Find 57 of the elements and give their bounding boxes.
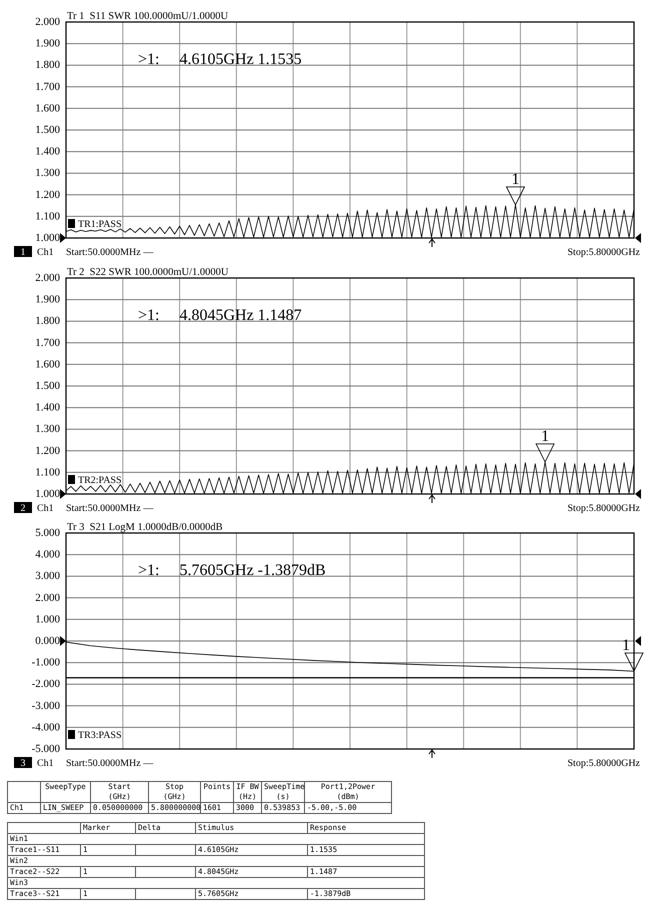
y-tick-label: 2.000 <box>35 272 60 284</box>
y-tick-label: 0.000 <box>35 635 60 647</box>
text: Start:50.0000MHz — <box>66 503 154 514</box>
chart-title: Tr 1 S11 SWR 100.0000mU/1.0000U <box>67 11 229 22</box>
y-tick-label: 1.400 <box>35 402 60 414</box>
y-tick-label: 1.000 <box>35 488 60 500</box>
y-tick-label: 1.900 <box>35 38 60 50</box>
text: 1 <box>20 247 26 258</box>
y-tick-label: 1.500 <box>35 124 60 136</box>
text: 2 <box>20 503 26 514</box>
y-tick-label: 2.000 <box>35 16 60 28</box>
text: Stop:5.80000GHz <box>568 247 641 258</box>
y-tick-label: 1.300 <box>35 167 60 180</box>
text: Ch1 <box>37 503 54 514</box>
annotation: 1 <box>511 170 520 188</box>
text: Start:50.0000MHz — <box>66 247 154 258</box>
text: Ch1 <box>37 758 54 769</box>
chart-title: Tr 2 S22 SWR 100.0000mU/1.0000U <box>67 267 229 278</box>
y-tick-label: 3.000 <box>35 570 60 582</box>
y-tick-label: 1.200 <box>35 188 60 201</box>
y-tick-label: 1.000 <box>35 232 60 244</box>
y-tick-label: 2.000 <box>35 592 60 604</box>
y-tick-label: 1.500 <box>35 380 60 392</box>
y-tick-label: 1.700 <box>35 336 60 349</box>
y-tick-label: -2.000 <box>32 678 60 690</box>
y-tick-label: 1.700 <box>35 80 60 93</box>
y-tick-label: 4.000 <box>35 548 60 561</box>
chart-title: Tr 3 S21 LogM 1.0000dB/0.0000dB <box>67 522 223 533</box>
y-tick-label: 1.600 <box>35 358 60 370</box>
y-tick-label: 1.400 <box>35 146 60 158</box>
y-tick-label: 1.600 <box>35 102 60 114</box>
y-tick-label: -4.000 <box>32 721 60 734</box>
y-tick-label: 1.200 <box>35 444 60 457</box>
annotation: >1: 4.6105GHz 1.1535 <box>138 51 302 68</box>
y-tick-label: 1.300 <box>35 423 60 436</box>
y-tick-label: 1.800 <box>35 59 60 72</box>
annotation: 1 <box>541 428 550 445</box>
annotation: TR1:PASS <box>78 219 122 230</box>
y-tick-label: 1.100 <box>35 466 60 478</box>
y-tick-label: 1.900 <box>35 294 60 306</box>
y-tick-label: -1.000 <box>32 656 60 669</box>
text: Stop:5.80000GHz <box>568 758 641 769</box>
annotation: TR3:PASS <box>78 730 122 741</box>
text: Stop:5.80000GHz <box>568 503 641 514</box>
y-tick-label: -3.000 <box>32 700 60 712</box>
annotation: >1: 4.8045GHz 1.1487 <box>138 307 302 324</box>
y-tick-label: 1.100 <box>35 210 60 222</box>
text: Start:50.0000MHz — <box>66 758 154 769</box>
annotation: TR2:PASS <box>78 475 122 486</box>
annotation: >1: 5.7605GHz -1.3879dB <box>138 562 326 579</box>
y-tick-label: 1.000 <box>35 613 60 626</box>
y-tick-label: 1.800 <box>35 315 60 328</box>
annotation: 1 <box>622 636 630 654</box>
text: 3 <box>20 758 26 769</box>
y-tick-label: 5.000 <box>35 527 60 539</box>
text: Ch1 <box>37 247 54 258</box>
y-tick-label: -5.000 <box>32 743 60 755</box>
